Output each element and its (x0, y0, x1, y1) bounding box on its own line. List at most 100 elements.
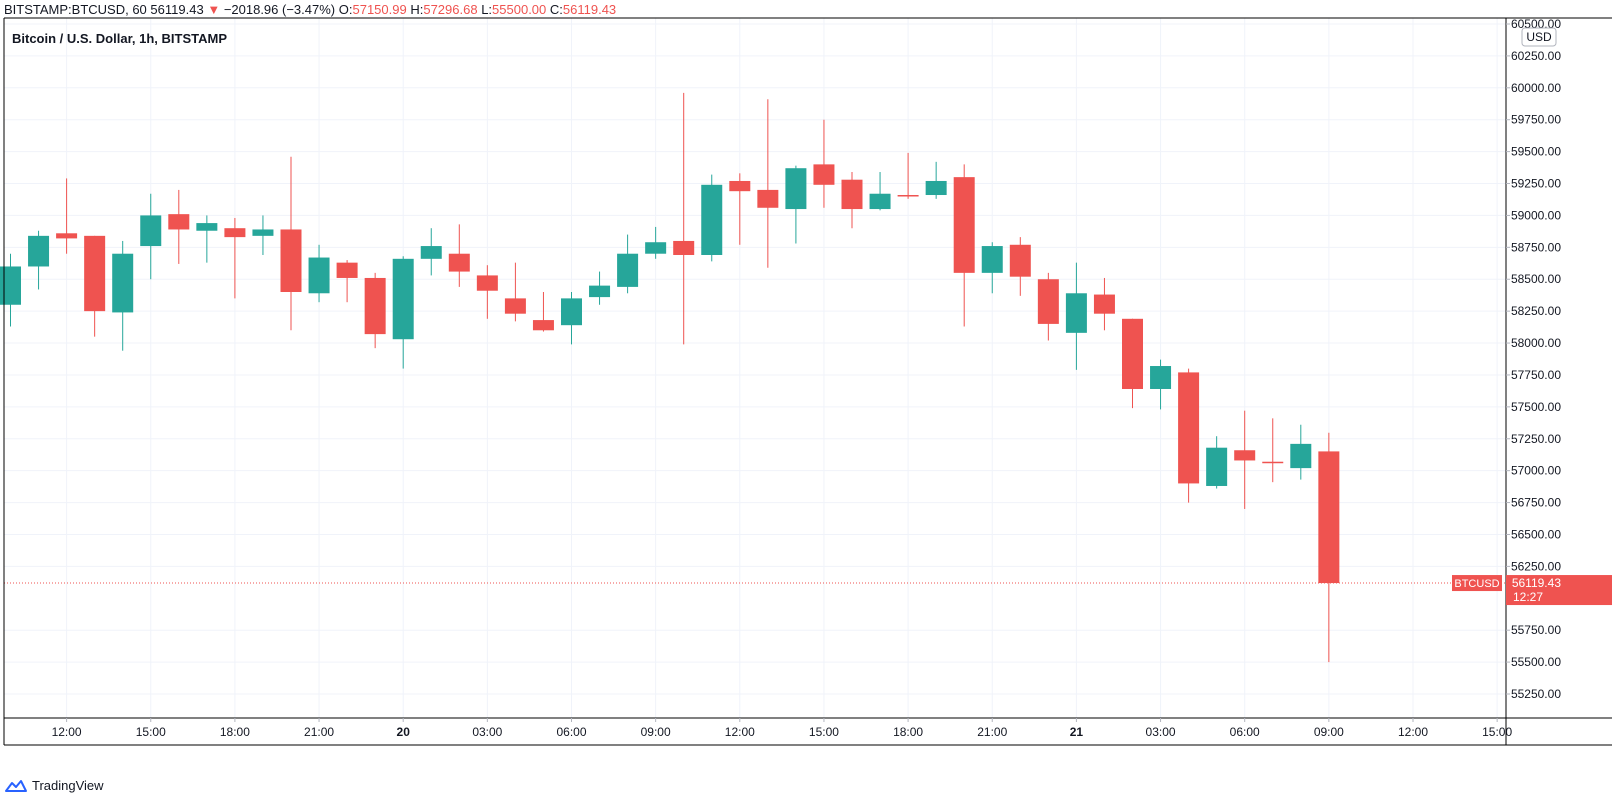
symbol-name[interactable]: BITSTAMP:BTCUSD, 60 (4, 2, 147, 17)
candle[interactable] (1093, 277, 1115, 331)
candle-body (701, 184, 723, 255)
tradingview-logo[interactable]: TradingView (4, 778, 104, 793)
close-value: 56119.43 (562, 2, 617, 17)
candle-body (925, 180, 947, 196)
candle[interactable] (1065, 262, 1087, 370)
grid-lines (4, 18, 1506, 718)
chart-subtitle: Bitcoin / U.S. Dollar, 1h, BITSTAMP (12, 31, 228, 46)
candle[interactable] (140, 193, 162, 280)
candle[interactable] (28, 230, 50, 290)
candle[interactable] (1150, 359, 1172, 410)
candle-body (785, 168, 807, 210)
candle[interactable] (364, 272, 386, 349)
candle[interactable] (224, 217, 246, 299)
y-tick-label: 56750.00 (1511, 496, 1561, 510)
y-tick-label: 57000.00 (1511, 464, 1561, 478)
candle-body (252, 229, 274, 236)
candle[interactable] (1234, 410, 1256, 509)
candle[interactable] (392, 256, 414, 369)
y-tick-label: 55500.00 (1511, 655, 1561, 669)
x-tick-label: 20 (397, 725, 411, 739)
candle[interactable] (701, 174, 723, 262)
candle[interactable] (645, 226, 667, 259)
candle-body (1093, 294, 1115, 314)
candle[interactable] (953, 164, 975, 327)
candle[interactable] (841, 172, 863, 229)
candle[interactable] (56, 178, 78, 254)
candle-body (28, 235, 50, 267)
candle[interactable] (785, 165, 807, 244)
last-price-tag-bg (1506, 575, 1612, 606)
candle[interactable] (252, 215, 274, 255)
candle[interactable] (589, 271, 611, 305)
candle-body (1122, 318, 1143, 389)
candle-body (561, 298, 582, 326)
candle[interactable] (1178, 368, 1200, 503)
candle-body (1318, 451, 1340, 584)
candle-body (645, 242, 667, 254)
candle[interactable] (448, 224, 470, 287)
y-tick-label: 56500.00 (1511, 527, 1561, 541)
candle[interactable] (308, 244, 330, 303)
time-axis[interactable]: 12:00 15:00 18:00 21:00 20 03:00 06:00 09:00 12:… (52, 718, 1513, 739)
y-tick-label: 55250.00 (1511, 687, 1561, 701)
y-tick-label: 60250.00 (1511, 49, 1561, 63)
candle[interactable] (813, 119, 835, 208)
candle-body (196, 223, 218, 231)
candle[interactable] (84, 235, 106, 337)
candle[interactable] (1206, 436, 1228, 489)
candle[interactable] (1009, 237, 1031, 296)
candle[interactable] (757, 99, 779, 268)
candle[interactable] (532, 292, 554, 332)
currency-button[interactable]: USD (1521, 27, 1557, 47)
y-tick-label: 59750.00 (1511, 113, 1561, 127)
currency-label: USD (1526, 30, 1552, 44)
tradingview-cloud-icon (5, 779, 27, 792)
candle-body (532, 320, 554, 331)
open-value: 57150.99 (352, 2, 407, 17)
y-tick-label: 57750.00 (1511, 368, 1561, 382)
candle[interactable] (1122, 318, 1143, 409)
candle[interactable] (1262, 418, 1284, 483)
candle-body (1009, 244, 1031, 277)
candle-body (504, 298, 526, 314)
candle[interactable] (196, 215, 218, 263)
candle-body (1150, 366, 1172, 389)
candle-body (392, 258, 414, 340)
candle[interactable] (280, 156, 302, 331)
candle[interactable] (504, 262, 526, 322)
x-tick-label: 21:00 (977, 725, 1007, 739)
candle[interactable] (673, 92, 695, 345)
symbol-tag-bg (1452, 575, 1502, 592)
candle-body (617, 253, 639, 287)
candle[interactable] (925, 161, 947, 199)
candle[interactable] (476, 265, 498, 319)
x-tick-label: 03:00 (1146, 725, 1176, 739)
high-label: H: (410, 2, 424, 17)
candle-body (476, 275, 498, 291)
x-tick-label: 15:00 (809, 725, 839, 739)
price-axis[interactable]: 55250.00 55500.00 55750.00 56250.00 56500.00… (1452, 17, 1612, 701)
candle[interactable] (336, 260, 358, 303)
candle[interactable] (1037, 272, 1059, 341)
candle[interactable] (0, 253, 21, 327)
candle[interactable] (420, 228, 442, 276)
candle[interactable] (981, 242, 1003, 294)
candle[interactable] (168, 189, 190, 264)
candle[interactable] (112, 240, 134, 351)
y-tick-label: 60000.00 (1511, 81, 1561, 95)
candle[interactable] (869, 172, 891, 211)
brand-label: TradingView (32, 778, 104, 793)
candle[interactable] (729, 173, 751, 245)
candle[interactable] (617, 234, 639, 294)
candle[interactable] (1318, 432, 1340, 663)
candle[interactable] (897, 152, 919, 199)
candle[interactable] (561, 292, 582, 345)
x-tick-label: 12:00 (1398, 725, 1428, 739)
candle-body (420, 246, 442, 259)
symbol-tag-text: BTCUSD (1454, 578, 1499, 590)
x-tick-label: 06:00 (556, 725, 586, 739)
candle[interactable] (1290, 424, 1312, 480)
